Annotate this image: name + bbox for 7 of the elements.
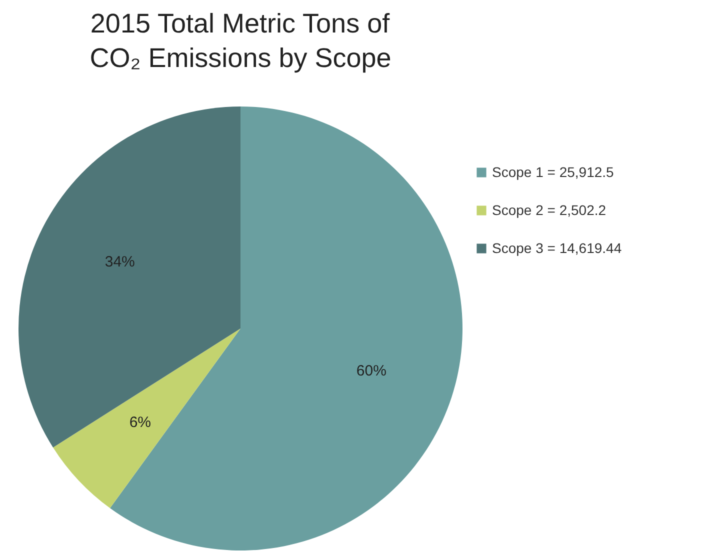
data-label: 60% (356, 362, 386, 380)
data-label: 34% (104, 254, 135, 271)
legend-label: Scope 1 = 25,912.5 (492, 164, 614, 180)
legend-label: Scope 2 = 2,502.2 (492, 202, 606, 218)
data-label: 6% (129, 414, 152, 432)
chart-title: 2015 Total Metric Tons of CO₂ Emissions by Scope (90, 8, 392, 73)
legend-label: Scope 3 = 14,619.44 (492, 240, 622, 256)
